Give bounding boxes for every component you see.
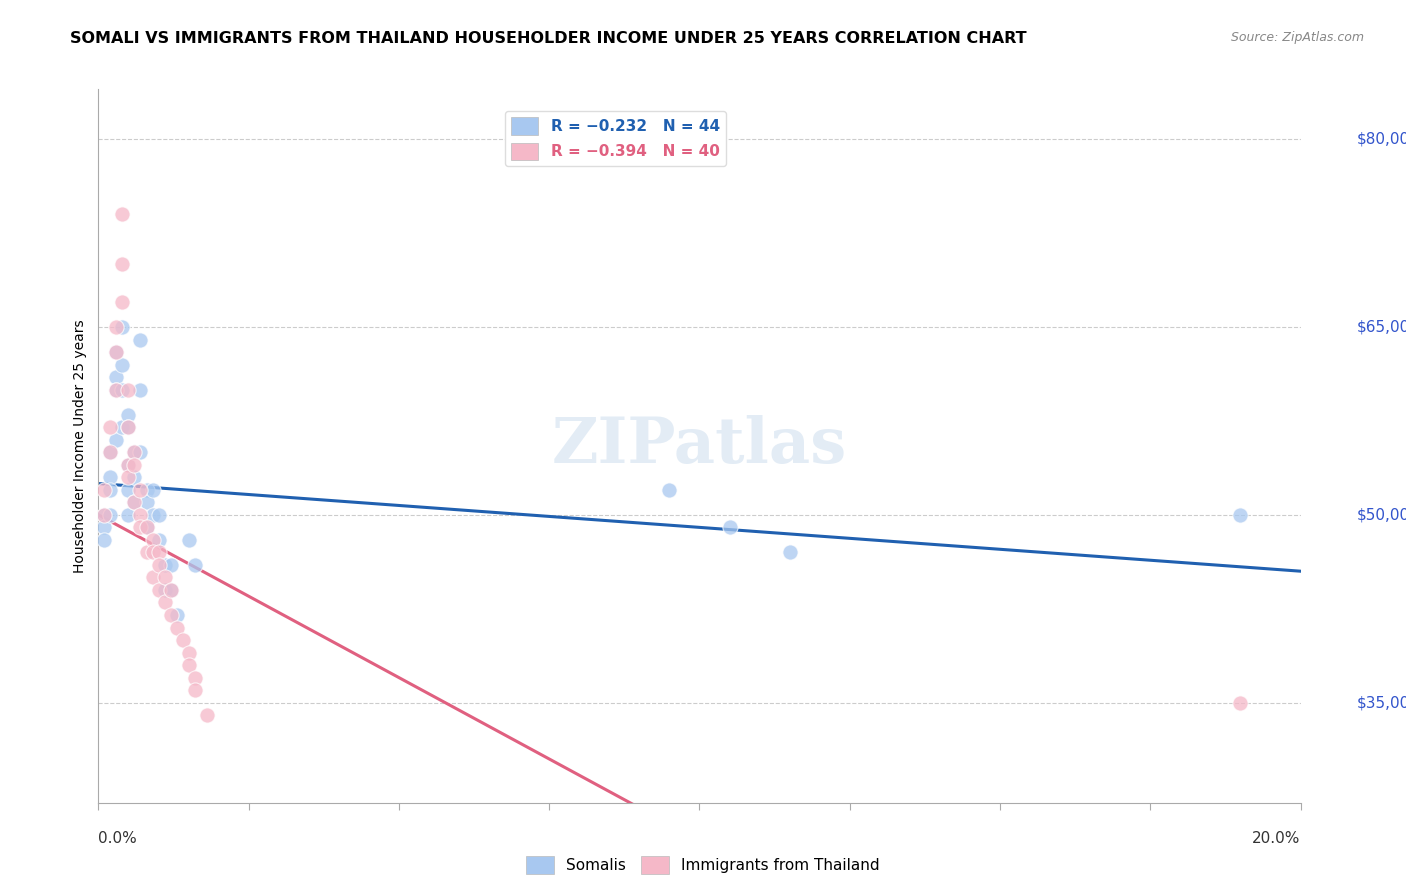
Point xyxy=(135,495,157,509)
Point xyxy=(129,520,152,534)
Text: $80,000: $80,000 xyxy=(1357,132,1406,147)
Point xyxy=(117,383,139,397)
Text: 0.0%: 0.0% xyxy=(98,831,138,846)
Point xyxy=(117,483,139,497)
Point xyxy=(153,595,176,609)
Point xyxy=(153,558,176,572)
Point xyxy=(183,558,205,572)
Point xyxy=(93,520,115,534)
Point xyxy=(141,508,163,522)
Point xyxy=(117,420,139,434)
Text: $65,000: $65,000 xyxy=(1357,319,1406,334)
Point xyxy=(183,683,205,698)
Point xyxy=(100,470,122,484)
Point xyxy=(105,345,128,359)
Point xyxy=(117,508,139,522)
Point xyxy=(135,520,157,534)
Point xyxy=(166,621,188,635)
Point xyxy=(111,207,134,221)
Point xyxy=(148,545,170,559)
Point xyxy=(153,570,176,584)
Point xyxy=(779,545,801,559)
Point xyxy=(159,607,181,622)
Point xyxy=(111,358,134,372)
Point xyxy=(100,508,122,522)
Point xyxy=(105,383,128,397)
Point xyxy=(129,445,152,459)
Point xyxy=(117,420,139,434)
Text: $50,000: $50,000 xyxy=(1357,508,1406,523)
Point xyxy=(124,495,146,509)
Point xyxy=(177,646,200,660)
Point xyxy=(100,420,122,434)
Point xyxy=(172,633,194,648)
Point xyxy=(124,445,146,459)
Point xyxy=(159,582,181,597)
Point xyxy=(100,445,122,459)
Point xyxy=(141,533,163,547)
Point xyxy=(148,558,170,572)
Point xyxy=(166,607,188,622)
Text: 20.0%: 20.0% xyxy=(1253,831,1301,846)
Point xyxy=(129,383,152,397)
Point xyxy=(129,508,152,522)
Point xyxy=(111,295,134,310)
Point xyxy=(93,483,115,497)
Point xyxy=(148,508,170,522)
Point xyxy=(124,445,146,459)
Point xyxy=(111,320,134,334)
Point xyxy=(141,483,163,497)
Point xyxy=(658,483,681,497)
Legend: R = −0.232   N = 44, R = −0.394   N = 40: R = −0.232 N = 44, R = −0.394 N = 40 xyxy=(505,112,725,166)
Point xyxy=(105,370,128,384)
Point xyxy=(141,570,163,584)
Point xyxy=(153,582,176,597)
Text: ZIPatlas: ZIPatlas xyxy=(553,416,846,476)
Point xyxy=(124,458,146,472)
Point xyxy=(93,508,115,522)
Point xyxy=(141,545,163,559)
Point xyxy=(100,483,122,497)
Point xyxy=(129,483,152,497)
Point xyxy=(93,508,115,522)
Point xyxy=(148,533,170,547)
Point xyxy=(100,445,122,459)
Text: SOMALI VS IMMIGRANTS FROM THAILAND HOUSEHOLDER INCOME UNDER 25 YEARS CORRELATION: SOMALI VS IMMIGRANTS FROM THAILAND HOUSE… xyxy=(70,31,1026,46)
Point xyxy=(124,470,146,484)
Point xyxy=(105,345,128,359)
Point xyxy=(105,433,128,447)
Text: $35,000: $35,000 xyxy=(1357,695,1406,710)
Point xyxy=(117,408,139,422)
Point xyxy=(93,533,115,547)
Point xyxy=(105,320,128,334)
Point xyxy=(117,458,139,472)
Point xyxy=(195,708,218,723)
Y-axis label: Householder Income Under 25 years: Householder Income Under 25 years xyxy=(73,319,87,573)
Point xyxy=(111,383,134,397)
Point xyxy=(117,470,139,484)
Point xyxy=(718,520,741,534)
Point xyxy=(111,257,134,271)
Point xyxy=(177,533,200,547)
Legend: Somalis, Immigrants from Thailand: Somalis, Immigrants from Thailand xyxy=(520,850,886,880)
Point xyxy=(135,545,157,559)
Text: Source: ZipAtlas.com: Source: ZipAtlas.com xyxy=(1230,31,1364,45)
Point xyxy=(135,483,157,497)
Point xyxy=(117,458,139,472)
Point xyxy=(159,582,181,597)
Point xyxy=(124,495,146,509)
Point xyxy=(159,558,181,572)
Point xyxy=(111,420,134,434)
Point xyxy=(148,582,170,597)
Point xyxy=(183,671,205,685)
Point xyxy=(1229,508,1251,522)
Point xyxy=(1229,696,1251,710)
Point xyxy=(105,383,128,397)
Point xyxy=(129,333,152,347)
Point xyxy=(135,520,157,534)
Point xyxy=(177,658,200,673)
